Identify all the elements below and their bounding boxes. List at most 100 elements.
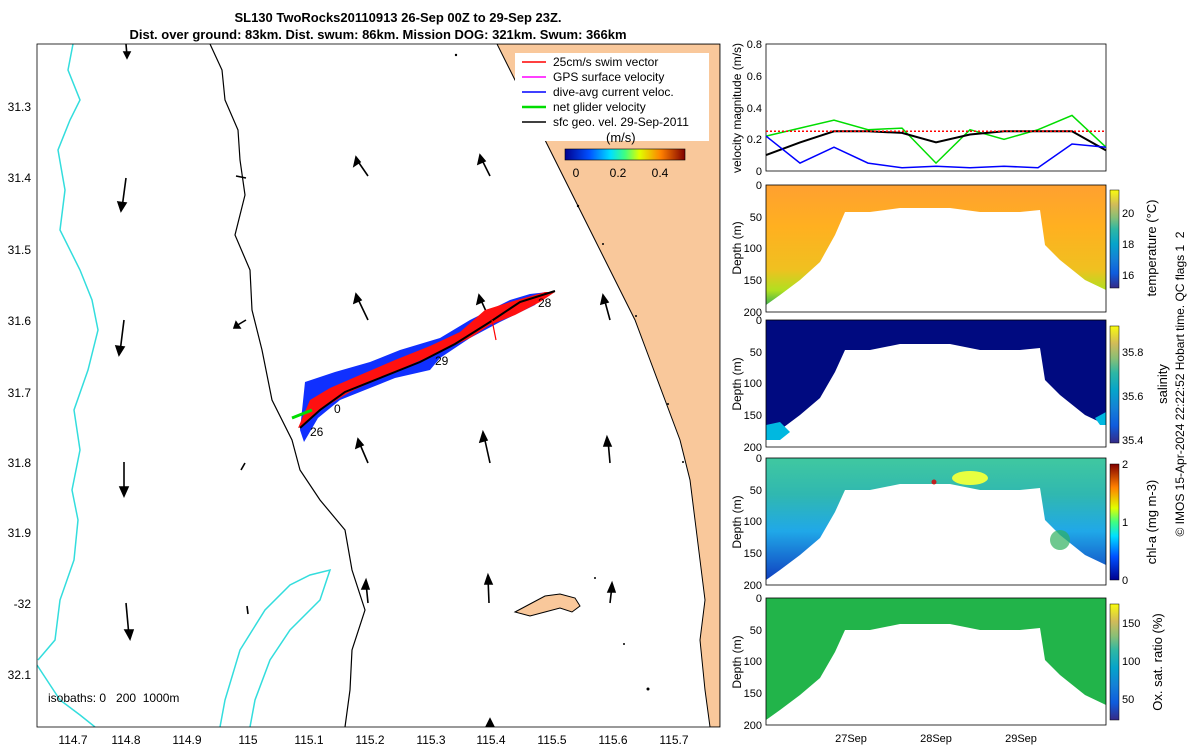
land-mass bbox=[496, 44, 720, 727]
isobath-1000m bbox=[37, 44, 332, 727]
vel-tick-1: 0.2 bbox=[747, 134, 762, 146]
isobath-200m bbox=[209, 44, 366, 727]
ox-depth-0: 0 bbox=[756, 593, 762, 605]
chla-panel: 0 50 100 150 200 Depth (m) 0 1 2 chl-a (… bbox=[730, 453, 1159, 592]
velocity-colorbar bbox=[564, 148, 686, 161]
legend-dive-avg: dive-avg current veloc. bbox=[553, 85, 674, 99]
map-y-axis: 31.3 31.4 31.5 31.6 31.7 31.8 31.9 -32 3… bbox=[8, 100, 32, 682]
ox-colorbar bbox=[1109, 603, 1120, 721]
x-tick-115: 115 bbox=[238, 733, 257, 747]
ox-cb-label: Ox. sat. ratio (%) bbox=[1150, 613, 1165, 711]
isobaths-label: isobaths: 0 200 1000m bbox=[48, 691, 179, 705]
x-tick-114.9: 114.9 bbox=[172, 733, 201, 747]
chl-cb-label: chl-a (mg m-3) bbox=[1144, 480, 1159, 565]
temp-cb-18: 18 bbox=[1122, 239, 1134, 251]
oxygen-panel: 0 50 100 150 200 Depth (m) 50 100 150 Ox… bbox=[730, 593, 1165, 732]
surface-velocity-arrows bbox=[114, 44, 617, 727]
chl-ylabel: Depth (m) bbox=[730, 495, 744, 548]
vel-tick-3: 0.6 bbox=[747, 71, 762, 83]
sal-cb-35.4: 35.4 bbox=[1122, 435, 1143, 447]
glider-track: 26 0 29 28 4h bbox=[291, 128, 556, 442]
time-tick-28sep: 28Sep bbox=[920, 733, 952, 745]
legend-swim-vector: 25cm/s swim vector bbox=[553, 55, 658, 69]
title-line-2: Dist. over ground: 83km. Dist. swum: 86k… bbox=[129, 27, 626, 42]
velocity-ylabel: velocity magnitude (m/s) bbox=[730, 43, 744, 173]
y-tick-31.8: 31.8 bbox=[8, 456, 32, 470]
velocity-series-1 bbox=[765, 130, 1107, 157]
chl-cb-2: 2 bbox=[1122, 459, 1128, 471]
track-label-2: 29 bbox=[435, 354, 449, 368]
chl-depth-0: 0 bbox=[756, 453, 762, 465]
x-tick-114.7: 114.7 bbox=[58, 733, 87, 747]
velocity-panel: 0 0.2 0.4 0.6 0.8 velocity magnitude (m/… bbox=[730, 39, 1107, 178]
y-tick-31.6: 31.6 bbox=[8, 314, 32, 328]
colorbar-tick-1: 0.2 bbox=[610, 166, 627, 180]
temperature-panel: 0 50 100 150 200 Depth (m) 16 18 20 temp… bbox=[730, 180, 1159, 319]
sal-cb-35.6: 35.6 bbox=[1122, 391, 1143, 403]
y-tick-31.5: 31.5 bbox=[8, 243, 32, 257]
map-panel: 26 0 29 28 4h bbox=[37, 44, 720, 727]
vel-tick-0: 0 bbox=[756, 166, 762, 178]
colorbar-tick-0: 0 bbox=[573, 166, 580, 180]
x-tick-114.8: 114.8 bbox=[111, 733, 140, 747]
chl-cb-0: 0 bbox=[1122, 575, 1128, 587]
temp-depth-0: 0 bbox=[756, 180, 762, 192]
chl-depth-150: 150 bbox=[744, 548, 762, 560]
track-line bbox=[299, 290, 556, 429]
legend-sfc-geo: sfc geo. vel. 29-Sep-2011 bbox=[553, 115, 689, 129]
legend-gps-velocity: GPS surface velocity bbox=[553, 70, 664, 84]
ox-cb-100: 100 bbox=[1122, 656, 1140, 668]
oxygen-section bbox=[766, 598, 1106, 720]
island bbox=[513, 593, 581, 617]
title-line-1: SL130 TwoRocks20110913 26-Sep 00Z to 29-… bbox=[234, 10, 561, 25]
y-tick-31.3: 31.3 bbox=[8, 100, 32, 114]
map-legend: 25cm/s swim vector GPS surface velocity … bbox=[515, 53, 709, 180]
track-label-0: 26 bbox=[310, 425, 324, 439]
y-tick-31.4: 31.4 bbox=[8, 171, 32, 185]
temp-ylabel: Depth (m) bbox=[730, 221, 744, 274]
temp-cb-20: 20 bbox=[1122, 208, 1134, 220]
chla-section bbox=[766, 458, 1106, 580]
colorbar-tick-2: 0.4 bbox=[652, 166, 669, 180]
sal-depth-50: 50 bbox=[750, 347, 762, 359]
ox-depth-100: 100 bbox=[744, 656, 762, 668]
y-tick-31.7: 31.7 bbox=[8, 386, 32, 400]
sal-depth-0: 0 bbox=[756, 315, 762, 327]
vel-tick-2: 0.4 bbox=[747, 103, 762, 115]
sal-depth-150: 150 bbox=[744, 410, 762, 422]
sal-cb-label: salinity bbox=[1155, 364, 1170, 404]
x-tick-115.4: 115.4 bbox=[476, 733, 505, 747]
y-tick-32.1: 32.1 bbox=[8, 668, 32, 682]
map-x-axis: 114.7 114.8 114.9 115 115.1 115.2 115.3 … bbox=[58, 733, 688, 747]
temp-depth-200: 200 bbox=[744, 307, 762, 319]
dive-avg-current-band bbox=[300, 292, 548, 442]
time-axis: 27Sep 28Sep 29Sep bbox=[835, 733, 1037, 745]
imos-credit: © IMOS 15-Apr-2024 22:22:52 Hobart time.… bbox=[1173, 231, 1187, 536]
sal-colorbar bbox=[1109, 325, 1120, 444]
velocity-series-2 bbox=[765, 135, 1107, 169]
salinity-section bbox=[766, 320, 1106, 440]
swim-vector-band bbox=[298, 292, 555, 428]
x-tick-115.5: 115.5 bbox=[537, 733, 566, 747]
time-tick-27sep: 27Sep bbox=[835, 733, 867, 745]
chl-depth-200: 200 bbox=[744, 580, 762, 592]
net-glider-velocity bbox=[291, 408, 313, 420]
temp-depth-150: 150 bbox=[744, 275, 762, 287]
ox-depth-200: 200 bbox=[744, 720, 762, 732]
x-tick-115.6: 115.6 bbox=[598, 733, 627, 747]
sal-ylabel: Depth (m) bbox=[730, 357, 744, 410]
x-tick-115.1: 115.1 bbox=[294, 733, 323, 747]
ox-cb-50: 50 bbox=[1122, 694, 1134, 706]
temp-cb-16: 16 bbox=[1122, 270, 1134, 282]
ox-cb-150: 150 bbox=[1122, 618, 1140, 630]
x-tick-115.7: 115.7 bbox=[659, 733, 688, 747]
sal-depth-100: 100 bbox=[744, 378, 762, 390]
y-tick-31.9: 31.9 bbox=[8, 526, 32, 540]
ox-depth-150: 150 bbox=[744, 688, 762, 700]
velocity-axes bbox=[765, 43, 1107, 172]
chl-colorbar bbox=[1109, 463, 1120, 581]
track-label-1: 0 bbox=[334, 402, 341, 416]
coastal-rocks bbox=[454, 53, 684, 691]
x-tick-115.3: 115.3 bbox=[416, 733, 445, 747]
